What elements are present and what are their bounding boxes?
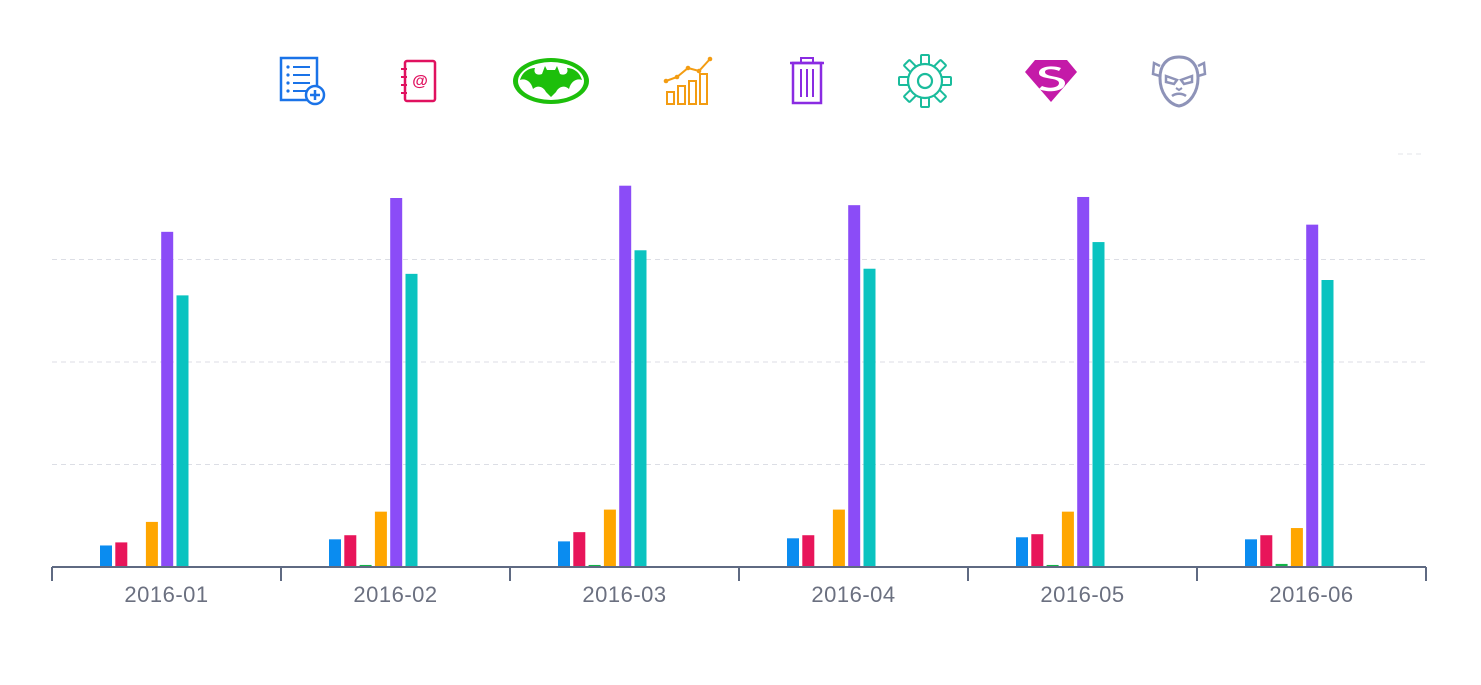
- bar[interactable]: [374, 511, 387, 567]
- flash-mask-icon[interactable]: [1150, 54, 1208, 108]
- bar[interactable]: [115, 542, 128, 567]
- bar[interactable]: [176, 295, 189, 567]
- bar[interactable]: [848, 205, 861, 568]
- bar[interactable]: [344, 535, 357, 567]
- list-add-icon[interactable]: [278, 55, 328, 107]
- gear-icon[interactable]: [898, 54, 952, 108]
- bar[interactable]: [802, 535, 815, 567]
- bar[interactable]: [329, 539, 341, 567]
- x-tick-label: 2016-04: [811, 582, 895, 607]
- bar[interactable]: [832, 509, 845, 567]
- bar[interactable]: [1245, 539, 1257, 567]
- trash-icon[interactable]: [787, 55, 827, 107]
- x-tick-label: 2016-02: [353, 582, 437, 607]
- bar[interactable]: [573, 532, 586, 567]
- bar[interactable]: [634, 250, 647, 567]
- bar[interactable]: [1275, 563, 1288, 567]
- bar[interactable]: [1290, 528, 1303, 567]
- bar[interactable]: [359, 564, 372, 567]
- bar[interactable]: [1260, 535, 1273, 567]
- address-book-icon[interactable]: @: [399, 56, 439, 106]
- bar[interactable]: [619, 185, 632, 567]
- bar[interactable]: [1306, 224, 1319, 567]
- gridlines: [52, 153, 1426, 465]
- x-tick-label: 2016-03: [582, 582, 666, 607]
- bar[interactable]: [100, 545, 112, 567]
- bar[interactable]: [787, 538, 799, 567]
- bar-chart-trend-icon[interactable]: [663, 55, 715, 107]
- x-axis: 2016-01 2016-02 2016-03 2016-04 2016-05 2016-…: [51, 566, 1427, 607]
- batman-logo-icon[interactable]: [511, 56, 591, 106]
- x-tick-label: 2016-01: [124, 582, 208, 607]
- bar[interactable]: [1077, 196, 1090, 567]
- bar[interactable]: [405, 273, 418, 567]
- bar[interactable]: [390, 198, 403, 567]
- bar[interactable]: [161, 231, 174, 567]
- bar[interactable]: [145, 521, 158, 567]
- x-tick-label: 2016-06: [1269, 582, 1353, 607]
- x-tick-label: 2016-05: [1040, 582, 1124, 607]
- bar[interactable]: [1046, 564, 1059, 567]
- bar[interactable]: [558, 541, 570, 567]
- bar[interactable]: [588, 564, 601, 567]
- bar[interactable]: [1031, 534, 1044, 567]
- bar[interactable]: [1061, 511, 1074, 567]
- svg-text:@: @: [412, 73, 428, 90]
- bars: [100, 185, 1334, 568]
- bar[interactable]: [1092, 242, 1105, 567]
- bar[interactable]: [1321, 280, 1334, 567]
- bar[interactable]: [603, 509, 616, 567]
- bar[interactable]: [863, 268, 876, 567]
- bar[interactable]: [1016, 537, 1028, 567]
- superman-logo-icon[interactable]: [1023, 58, 1079, 104]
